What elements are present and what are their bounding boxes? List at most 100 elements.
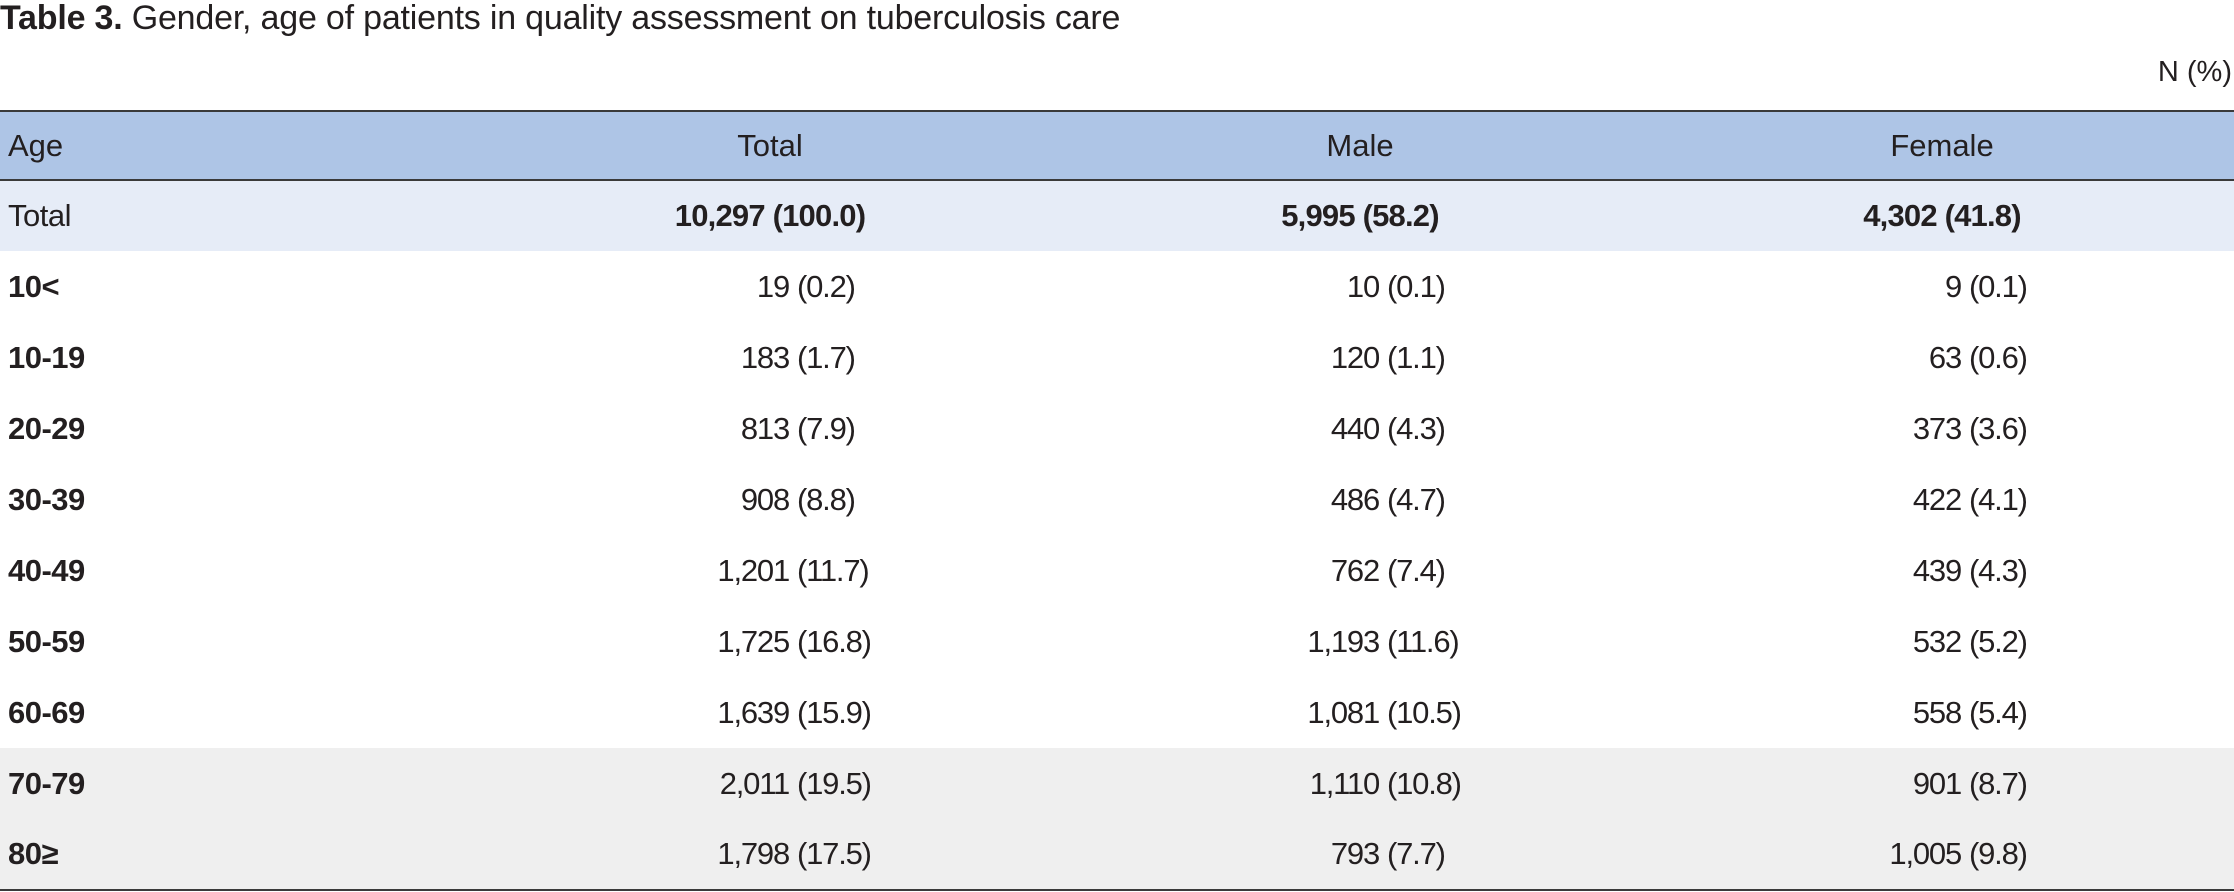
male-cell: 1,193 (11.6) bbox=[1070, 606, 1650, 677]
female-count: 901 bbox=[1912, 765, 1962, 801]
age-cell: 30-39 bbox=[8, 481, 85, 517]
male-percent: (10.5) bbox=[1387, 694, 1462, 730]
total-count: 1,201 bbox=[717, 552, 790, 588]
total-cell: 908 (8.8) bbox=[470, 464, 1070, 535]
age-cell: 60-69 bbox=[8, 694, 85, 730]
age-cell: 70-79 bbox=[8, 765, 85, 801]
male-count: 10 bbox=[1346, 268, 1380, 304]
total-count: 2,011 bbox=[719, 765, 790, 801]
header-total: Total bbox=[737, 127, 803, 163]
total-cell: 183 (1.7) bbox=[470, 322, 1070, 393]
total-cell: 1,725 (16.8) bbox=[470, 606, 1070, 677]
total-count: 1,725 bbox=[717, 623, 790, 659]
table-row: 80≥ 1,798 (17.5) 793 (7.7) 1,005 (9.8) bbox=[0, 819, 2234, 890]
male-percent: (4.7) bbox=[1387, 481, 1446, 517]
total-percent: (8.8) bbox=[797, 481, 856, 517]
female-count: 9 bbox=[1944, 268, 1962, 304]
total-percent: (19.5) bbox=[797, 765, 872, 801]
female-cell: 63 (0.6) bbox=[1650, 322, 2234, 393]
female-count: 422 bbox=[1912, 481, 1962, 517]
table-row: 10-19 183 (1.7) 120 (1.1) 63 (0.6) bbox=[0, 322, 2234, 393]
table-title: Gender, age of patients in quality asses… bbox=[122, 0, 1121, 37]
female-cell: 373 (3.6) bbox=[1650, 393, 2234, 464]
female-count: 439 bbox=[1912, 552, 1962, 588]
male-percent: (1.1) bbox=[1387, 339, 1446, 375]
total-cell: 1,798 (17.5) bbox=[470, 819, 1070, 890]
female-count: 63 bbox=[1928, 339, 1962, 375]
female-cell: 9 (0.1) bbox=[1650, 251, 2234, 322]
age-cell: 10-19 bbox=[8, 339, 85, 375]
male-cell: 440 (4.3) bbox=[1070, 393, 1650, 464]
female-percent: (5.2) bbox=[1969, 623, 2028, 659]
total-count: 183 bbox=[740, 339, 790, 375]
female-count: 532 bbox=[1912, 623, 1962, 659]
header-age: Age bbox=[8, 127, 64, 163]
total-row: Total 10,297 (100.0) 5,995 (58.2) 4,302 … bbox=[0, 180, 2234, 251]
total-count: 908 bbox=[740, 481, 790, 517]
header-male: Male bbox=[1326, 127, 1394, 163]
total-row-female: 4,302 (41.8) bbox=[1863, 198, 2021, 233]
female-percent: (4.1) bbox=[1969, 481, 2028, 517]
female-cell: 558 (5.4) bbox=[1650, 677, 2234, 748]
female-count: 558 bbox=[1912, 694, 1962, 730]
table-row: 40-49 1,201 (11.7) 762 (7.4) 439 (4.3) bbox=[0, 535, 2234, 606]
total-percent: (0.2) bbox=[797, 268, 856, 304]
female-percent: (0.6) bbox=[1969, 339, 2028, 375]
total-cell: 813 (7.9) bbox=[470, 393, 1070, 464]
male-count: 1,193 bbox=[1307, 623, 1380, 659]
female-count: 1,005 bbox=[1889, 836, 1962, 871]
male-percent: (10.8) bbox=[1387, 765, 1462, 801]
male-cell: 486 (4.7) bbox=[1070, 464, 1650, 535]
age-cell: 40-49 bbox=[8, 552, 85, 588]
total-percent: (17.5) bbox=[797, 836, 872, 871]
male-cell: 1,081 (10.5) bbox=[1070, 677, 1650, 748]
total-row-male: 5,995 (58.2) bbox=[1281, 198, 1439, 233]
total-cell: 2,011 (19.5) bbox=[470, 748, 1070, 819]
female-cell: 532 (5.2) bbox=[1650, 606, 2234, 677]
male-cell: 762 (7.4) bbox=[1070, 535, 1650, 606]
female-cell: 1,005 (9.8) bbox=[1650, 819, 2234, 890]
data-table: Age Total Male Female Total 10,297 (100.… bbox=[0, 110, 2234, 891]
table-row: 10< 19 (0.2) 10 (0.1) 9 (0.1) bbox=[0, 251, 2234, 322]
female-percent: (9.8) bbox=[1969, 836, 2028, 871]
male-percent: (7.4) bbox=[1387, 552, 1446, 588]
male-count: 1,110 bbox=[1309, 765, 1380, 801]
total-count: 1,639 bbox=[717, 694, 790, 730]
table-row: 30-39 908 (8.8) 486 (4.7) 422 (4.1) bbox=[0, 464, 2234, 535]
male-percent: (4.3) bbox=[1387, 410, 1446, 446]
male-percent: (11.6) bbox=[1387, 623, 1460, 659]
table-body: Total 10,297 (100.0) 5,995 (58.2) 4,302 … bbox=[0, 180, 2234, 890]
male-count: 793 bbox=[1330, 836, 1380, 871]
male-cell: 1,110 (10.8) bbox=[1070, 748, 1650, 819]
female-percent: (5.4) bbox=[1969, 694, 2028, 730]
total-row-age: Total bbox=[8, 198, 71, 233]
total-percent: (11.7) bbox=[797, 552, 870, 588]
total-percent: (1.7) bbox=[797, 339, 856, 375]
total-percent: (15.9) bbox=[797, 694, 872, 730]
female-cell: 439 (4.3) bbox=[1650, 535, 2234, 606]
male-cell: 793 (7.7) bbox=[1070, 819, 1650, 890]
female-cell: 422 (4.1) bbox=[1650, 464, 2234, 535]
male-count: 762 bbox=[1330, 552, 1380, 588]
table-number: Table 3. bbox=[0, 0, 123, 37]
total-percent: (16.8) bbox=[797, 623, 872, 659]
header-female: Female bbox=[1890, 127, 1994, 163]
table-row: 20-29 813 (7.9) 440 (4.3) 373 (3.6) bbox=[0, 393, 2234, 464]
age-cell: 10< bbox=[8, 268, 60, 304]
age-cell: 50-59 bbox=[8, 623, 85, 659]
total-cell: 19 (0.2) bbox=[470, 251, 1070, 322]
female-percent: (3.6) bbox=[1969, 410, 2028, 446]
female-percent: (0.1) bbox=[1969, 268, 2028, 304]
table-row: 50-59 1,725 (16.8) 1,193 (11.6) 532 (5.2) bbox=[0, 606, 2234, 677]
female-cell: 901 (8.7) bbox=[1650, 748, 2234, 819]
female-percent: (4.3) bbox=[1969, 552, 2028, 588]
age-cell: 80≥ bbox=[8, 836, 59, 871]
male-count: 440 bbox=[1330, 410, 1380, 446]
male-cell: 10 (0.1) bbox=[1070, 251, 1650, 322]
total-row-total: 10,297 (100.0) bbox=[674, 198, 866, 233]
female-percent: (8.7) bbox=[1969, 765, 2028, 801]
unit-label: N (%) bbox=[2157, 56, 2232, 88]
total-count: 1,798 bbox=[717, 836, 790, 871]
total-cell: 1,201 (11.7) bbox=[470, 535, 1070, 606]
male-count: 1,081 bbox=[1307, 694, 1380, 730]
